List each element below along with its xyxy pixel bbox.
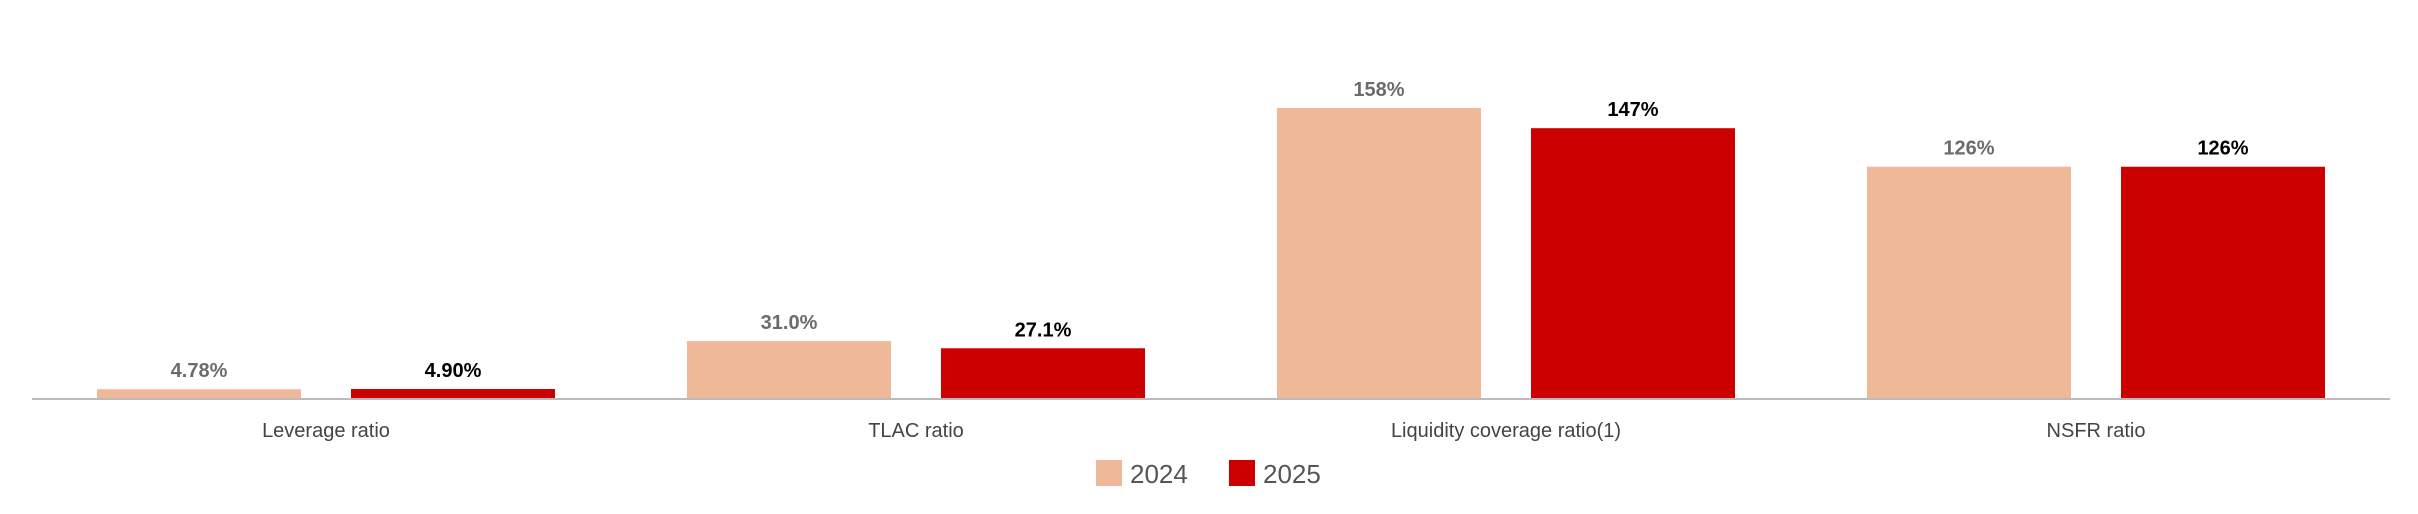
bar-tlac-ratio-2025 [941, 348, 1145, 398]
legend-label-2024: 2024 [1130, 459, 1188, 489]
data-label-leverage-ratio-2025: 4.90% [425, 360, 482, 382]
data-label-liquidity-coverage-ratio-1-2024: 158% [1353, 79, 1404, 101]
category-label-liquidity-coverage-ratio-1: Liquidity coverage ratio(1) [1391, 420, 1621, 442]
bar-leverage-ratio-2025 [351, 389, 555, 398]
category-label-tlac-ratio: TLAC ratio [868, 420, 964, 442]
legend-label-2025: 2025 [1263, 459, 1321, 489]
data-label-nsfr-ratio-2024: 126% [1943, 138, 1994, 160]
bar-liquidity-coverage-ratio-1-2025 [1531, 128, 1735, 398]
bar-tlac-ratio-2024 [687, 341, 891, 398]
data-label-nsfr-ratio-2025: 126% [2197, 138, 2248, 160]
data-label-leverage-ratio-2024: 4.78% [171, 360, 228, 382]
category-label-nsfr-ratio: NSFR ratio [2047, 420, 2146, 442]
category-label-leverage-ratio: Leverage ratio [262, 420, 390, 442]
bars-group [97, 108, 2325, 398]
bar-liquidity-coverage-ratio-1-2024 [1277, 108, 1481, 398]
legend: 2024 2025 [1096, 459, 1321, 489]
data-label-tlac-ratio-2024: 31.0% [761, 312, 818, 334]
data-label-tlac-ratio-2025: 27.1% [1015, 319, 1072, 341]
bar-nsfr-ratio-2024 [1867, 166, 2071, 398]
category-labels-group: Leverage ratio TLAC ratio Liquidity covera… [262, 420, 2145, 442]
bar-nsfr-ratio-2025 [2121, 166, 2325, 398]
bar-leverage-ratio-2024 [97, 389, 301, 398]
legend-swatch-2025 [1229, 460, 1255, 486]
legend-swatch-2024 [1096, 460, 1122, 486]
data-label-liquidity-coverage-ratio-1-2025: 147% [1607, 99, 1658, 121]
value-labels-group: 4.78% 4.90% 31.0% 27.1% 158% 147% 126% 126% [171, 79, 2249, 382]
